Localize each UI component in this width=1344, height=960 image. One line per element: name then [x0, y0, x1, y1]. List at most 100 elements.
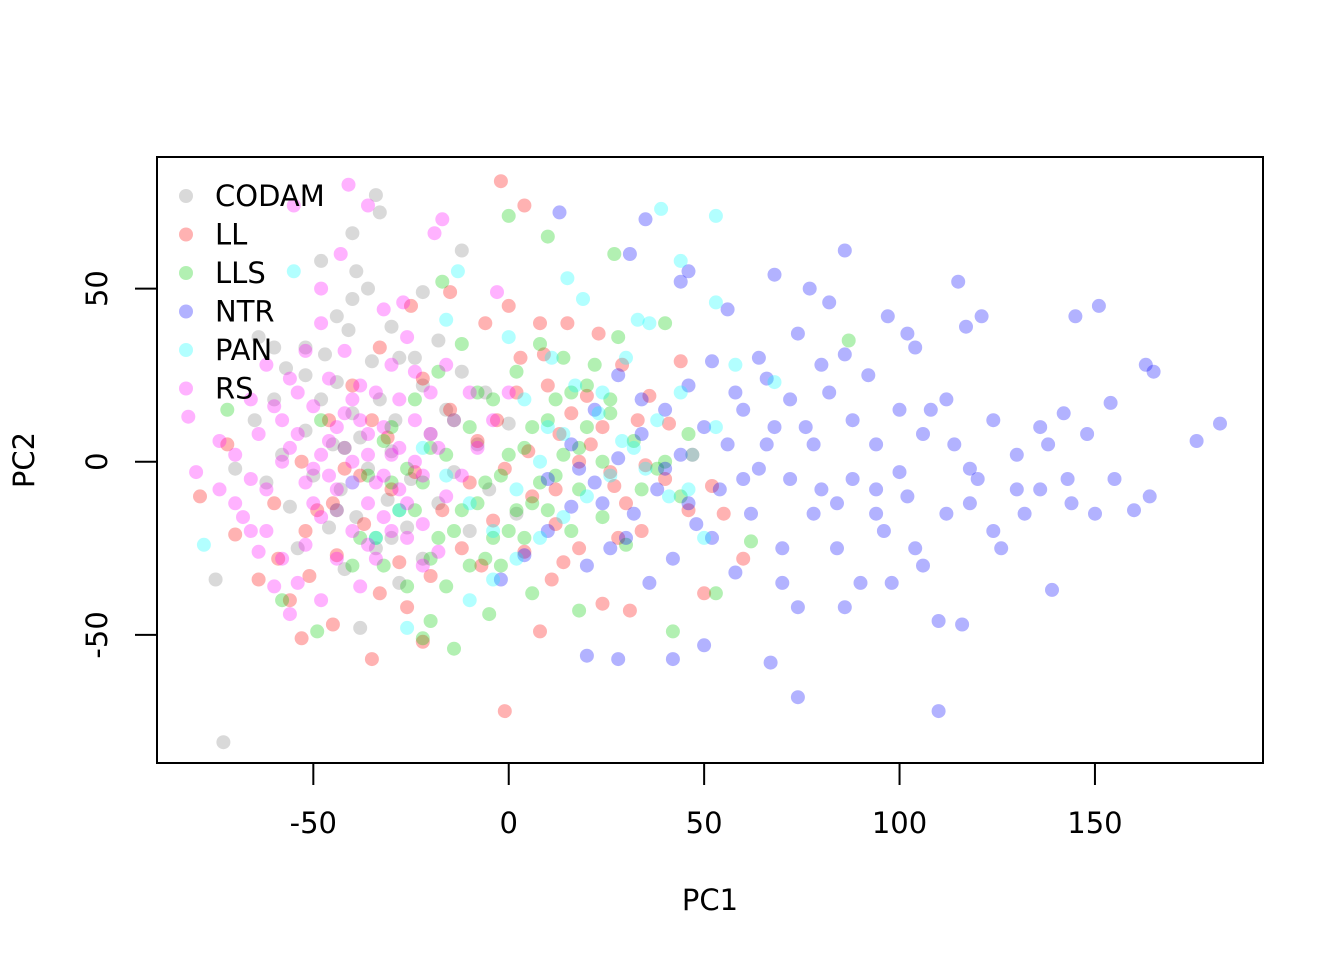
point: [533, 337, 547, 351]
point: [333, 247, 348, 261]
point: [337, 440, 352, 455]
point: [400, 461, 415, 476]
point: [564, 524, 579, 538]
point: [267, 579, 282, 594]
point: [353, 620, 368, 635]
legend-label: LLS: [215, 256, 266, 290]
point: [615, 357, 630, 372]
point: [681, 427, 696, 441]
point: [708, 420, 723, 435]
point: [705, 479, 719, 493]
point: [814, 357, 829, 372]
point: [630, 312, 645, 327]
point: [251, 427, 266, 441]
point: [392, 350, 407, 365]
point: [509, 385, 524, 400]
point: [783, 392, 798, 407]
point: [540, 413, 555, 428]
point: [1017, 506, 1032, 521]
point: [345, 524, 360, 538]
point: [439, 579, 454, 594]
point: [560, 316, 575, 331]
point: [767, 267, 782, 282]
point: [392, 503, 407, 518]
point: [298, 537, 313, 552]
point: [642, 575, 657, 590]
series-rs: [181, 177, 516, 622]
point: [869, 482, 884, 497]
point: [607, 479, 622, 493]
point: [392, 482, 407, 497]
series-ll: [193, 174, 751, 719]
point: [329, 482, 344, 497]
point: [697, 420, 712, 435]
point: [705, 354, 719, 369]
point: [454, 468, 469, 483]
point: [552, 427, 567, 441]
point: [415, 551, 430, 566]
point: [892, 465, 907, 480]
point: [595, 496, 610, 511]
point: [407, 350, 422, 365]
point: [673, 447, 688, 462]
point: [1091, 298, 1106, 313]
point: [306, 468, 321, 483]
point: [681, 503, 696, 518]
point: [517, 198, 532, 213]
point: [947, 437, 962, 452]
point: [439, 489, 454, 504]
point: [486, 392, 501, 407]
point: [251, 572, 266, 587]
point: [564, 499, 579, 514]
point: [361, 198, 375, 213]
point: [681, 378, 696, 393]
point: [685, 447, 700, 462]
point: [622, 247, 637, 261]
point: [986, 413, 1001, 428]
point: [478, 385, 493, 400]
point: [1056, 406, 1071, 421]
point: [579, 388, 594, 403]
point: [415, 631, 430, 646]
point: [517, 530, 532, 545]
point: [407, 364, 422, 379]
point: [1138, 357, 1153, 372]
point: [443, 402, 458, 417]
point: [439, 447, 454, 462]
point: [533, 454, 547, 469]
point: [345, 292, 360, 306]
point: [697, 530, 712, 545]
x-axis-title: PC1: [682, 883, 738, 917]
point: [564, 437, 579, 452]
point: [493, 572, 508, 587]
point: [372, 392, 387, 407]
point: [372, 586, 387, 601]
point: [376, 558, 391, 573]
point: [400, 520, 415, 535]
point: [400, 620, 415, 635]
point: [474, 558, 489, 573]
point: [271, 551, 286, 566]
point: [619, 537, 633, 552]
point: [845, 413, 860, 428]
y-axis-title: PC2: [7, 432, 41, 488]
point: [454, 243, 469, 258]
point: [736, 402, 751, 417]
y-axis: -50 0 50: [80, 270, 158, 659]
point: [564, 385, 579, 400]
point: [658, 472, 673, 486]
point: [423, 551, 438, 566]
point: [298, 343, 313, 358]
point: [1068, 309, 1083, 324]
point: [497, 704, 512, 719]
point: [751, 350, 766, 365]
point: [243, 472, 258, 486]
point: [841, 333, 856, 348]
point: [533, 624, 547, 639]
point: [517, 544, 532, 559]
point: [376, 468, 391, 483]
point: [372, 205, 387, 220]
point: [1041, 437, 1056, 452]
x-tick-label: 100: [872, 806, 927, 840]
point: [712, 482, 727, 497]
